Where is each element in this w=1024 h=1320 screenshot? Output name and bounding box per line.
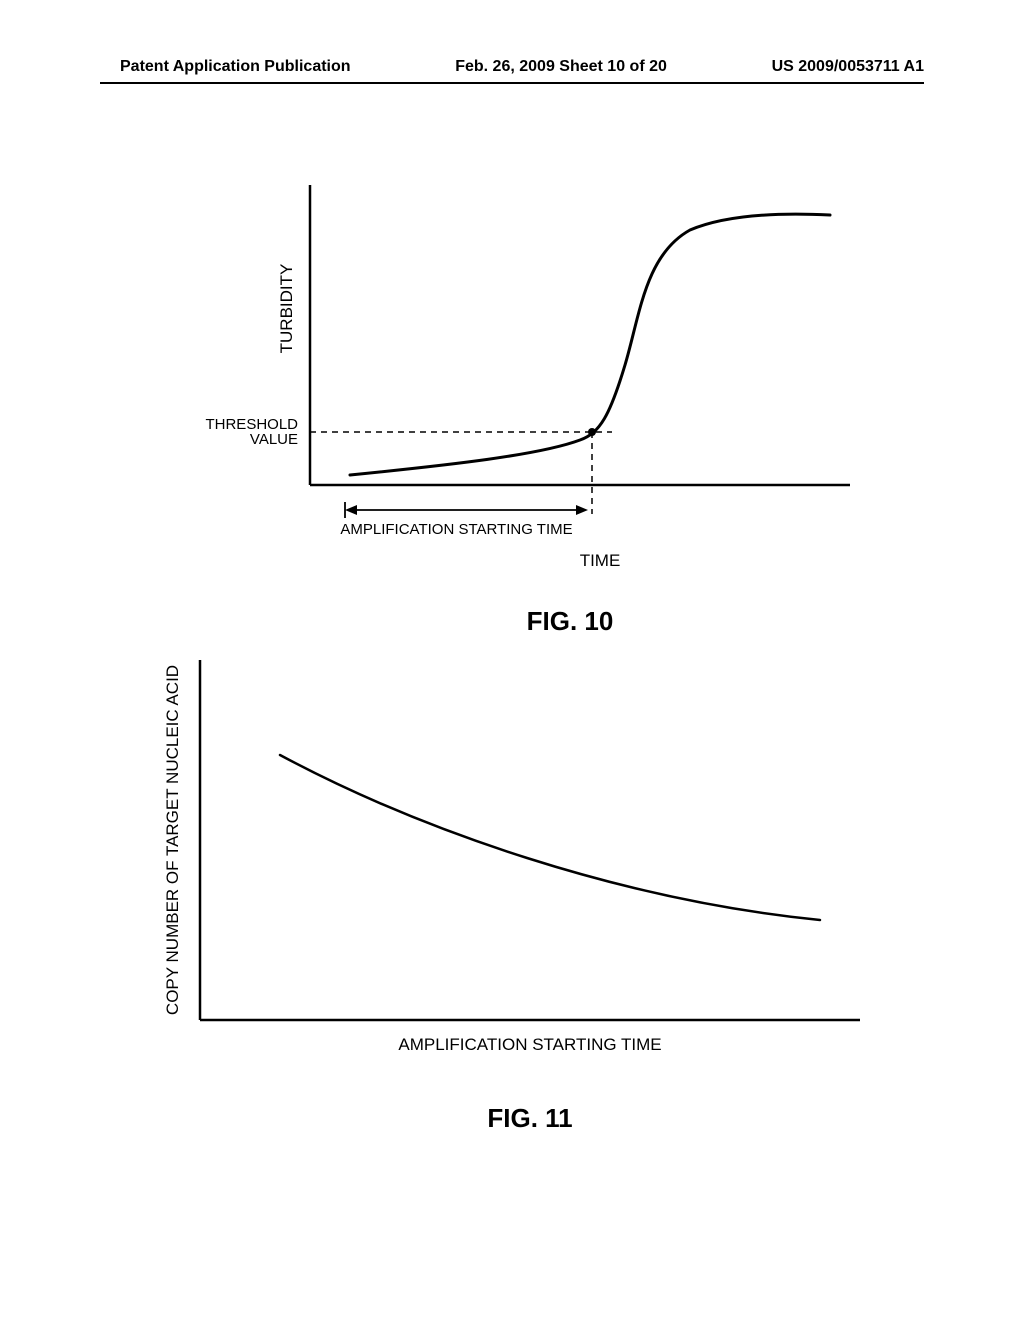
fig10-arrow-label: AMPLIFICATION STARTING TIME	[340, 521, 572, 538]
page-header: Patent Application Publication Feb. 26, …	[0, 58, 1024, 76]
header-left: Patent Application Publication	[120, 58, 351, 76]
header-right: US 2009/0053711 A1	[772, 58, 924, 76]
fig10-threshold-label: THRESHOLDVALUE	[205, 416, 298, 448]
figure-10: TURBIDITY THRESHOLDVALUE AMPLIFICATION STA…	[150, 165, 870, 637]
fig10-y-axis-label: TURBIDITY	[277, 264, 296, 354]
header-rule	[100, 82, 924, 84]
figure-11-svg: COPY NUMBER OF TARGET NUCLEIC ACID AMPLIF…	[100, 640, 900, 1070]
fig11-y-axis-label: COPY NUMBER OF TARGET NUCLEIC ACID	[163, 665, 182, 1015]
fig10-x-axis-label: TIME	[580, 551, 621, 570]
fig11-x-axis-label: AMPLIFICATION STARTING TIME	[398, 1035, 661, 1054]
page-root: Patent Application Publication Feb. 26, …	[0, 0, 1024, 1320]
figure-11-caption: FIG. 11	[160, 1103, 900, 1134]
figure-10-svg: TURBIDITY THRESHOLDVALUE AMPLIFICATION STA…	[150, 165, 870, 595]
header-center: Feb. 26, 2009 Sheet 10 of 20	[455, 58, 667, 76]
figure-10-caption: FIG. 10	[270, 606, 870, 637]
figure-11: COPY NUMBER OF TARGET NUCLEIC ACID AMPLIF…	[100, 640, 900, 1134]
